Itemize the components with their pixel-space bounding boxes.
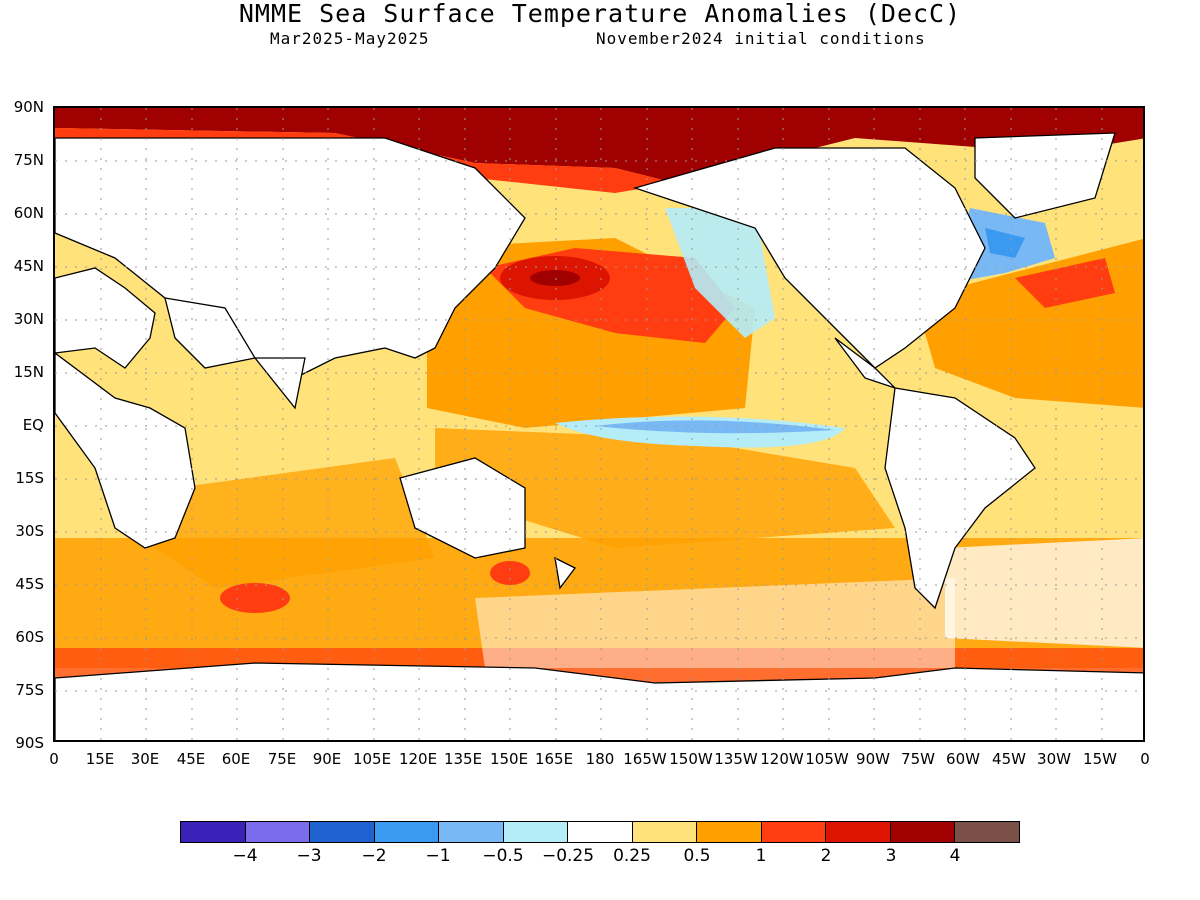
lon-label-150e: 150E bbox=[489, 750, 529, 768]
lat-label-75n: 75N bbox=[13, 151, 44, 169]
new-zealand-land bbox=[554, 556, 576, 590]
africa-land bbox=[55, 352, 196, 549]
north-america-land bbox=[632, 147, 986, 369]
colorbar-swatch bbox=[568, 822, 633, 842]
north-atlantic-hot-patch bbox=[1015, 258, 1115, 308]
equatorial-pacific-cold-core bbox=[595, 420, 835, 434]
arctic-hot-strip bbox=[55, 108, 1143, 183]
south-indian-hot-patch bbox=[220, 583, 290, 613]
colorbar-label: −1 bbox=[425, 846, 451, 866]
colorbar-swatch bbox=[374, 822, 440, 842]
northeast-pacific-cool-zone bbox=[665, 208, 775, 338]
lat-label-15s: 15S bbox=[15, 469, 44, 487]
period-label: Mar2025-May2025 bbox=[270, 29, 430, 48]
colorbar-swatch bbox=[181, 822, 246, 842]
colorbar-label: 4 bbox=[949, 846, 961, 866]
lon-label-30e: 30E bbox=[130, 750, 160, 768]
colorbar-label: −0.25 bbox=[541, 846, 595, 866]
eurasia-land bbox=[55, 137, 526, 379]
south-pacific-neutral-zone bbox=[475, 578, 955, 668]
lon-label-165w: 165W bbox=[623, 750, 667, 768]
lat-label-30s: 30S bbox=[15, 522, 44, 540]
kuroshio-extreme-core bbox=[530, 270, 580, 286]
lon-label-15w: 15W bbox=[1083, 750, 1117, 768]
lon-label-150w: 150W bbox=[669, 750, 713, 768]
colorbar-swatch bbox=[245, 822, 311, 842]
colorbar-swatch bbox=[697, 822, 762, 842]
lon-label-90w: 90W bbox=[856, 750, 890, 768]
lon-label-105e: 105E bbox=[352, 750, 392, 768]
lat-label-90s: 90S bbox=[15, 734, 44, 752]
lat-label-45s: 45S bbox=[15, 575, 44, 593]
lat-label-15n: 15N bbox=[13, 363, 44, 381]
colorbar bbox=[180, 821, 1020, 843]
lon-label-120w: 120W bbox=[760, 750, 804, 768]
lon-label-0: 0 bbox=[49, 750, 59, 768]
tasman-hot-patch bbox=[490, 561, 530, 585]
lat-label-45n: 45N bbox=[13, 257, 44, 275]
lon-label-75e: 75E bbox=[267, 750, 297, 768]
lon-label-75w: 75W bbox=[901, 750, 935, 768]
colorbar-label: −0.5 bbox=[482, 846, 524, 866]
lat-label-90n: 90N bbox=[13, 98, 44, 116]
south-america-land bbox=[884, 387, 1036, 610]
sst-anomaly-map bbox=[53, 106, 1145, 742]
colorbar-swatch bbox=[955, 822, 1019, 842]
south-pacific-warm-zone bbox=[435, 428, 895, 548]
map-title: NMME Sea Surface Temperature Anomalies (… bbox=[238, 0, 962, 28]
lon-label-15e: 15E bbox=[85, 750, 115, 768]
lat-label-60n: 60N bbox=[13, 204, 44, 222]
lat-label-60s: 60S bbox=[15, 628, 44, 646]
india-land bbox=[253, 357, 306, 410]
greenland-land bbox=[974, 132, 1116, 219]
colorbar-swatch bbox=[761, 822, 827, 842]
australia-land bbox=[399, 457, 526, 559]
colorbar-label: 0.25 bbox=[613, 846, 651, 866]
lon-label-165e: 165E bbox=[534, 750, 574, 768]
initial-conditions-label: November2024 initial conditions bbox=[596, 29, 926, 48]
indian-ocean-warm-zone bbox=[155, 458, 435, 588]
colorbar-swatch bbox=[310, 822, 375, 842]
lat-label-30n: 30N bbox=[13, 310, 44, 328]
lon-label-105w: 105W bbox=[805, 750, 849, 768]
lon-label-45e: 45E bbox=[176, 750, 206, 768]
lon-label-30w: 30W bbox=[1037, 750, 1071, 768]
sst-anomaly-field bbox=[55, 108, 1143, 740]
arabia-land bbox=[164, 297, 257, 369]
colorbar-swatch bbox=[826, 822, 891, 842]
lon-label-0-end: 0 bbox=[1140, 750, 1150, 768]
lon-label-180: 180 bbox=[585, 750, 615, 768]
colorbar-label: 0.5 bbox=[683, 846, 711, 866]
lon-label-45w: 45W bbox=[992, 750, 1026, 768]
colorbar-label: −3 bbox=[296, 846, 322, 866]
colorbar-swatch bbox=[890, 822, 956, 842]
antarctica-land bbox=[55, 662, 1143, 740]
colorbar-swatch bbox=[632, 822, 698, 842]
colorbar-swatch bbox=[503, 822, 569, 842]
colorbar-label: 3 bbox=[885, 846, 897, 866]
lon-label-120e: 120E bbox=[398, 750, 438, 768]
lon-label-135e: 135E bbox=[443, 750, 483, 768]
colorbar-label: 1 bbox=[755, 846, 767, 866]
colorbar-swatch bbox=[439, 822, 504, 842]
colorbar-label: 2 bbox=[820, 846, 832, 866]
lon-label-60e: 60E bbox=[221, 750, 251, 768]
labrador-sea-cold-core bbox=[985, 228, 1025, 258]
continents bbox=[55, 132, 1143, 740]
africa-north-land bbox=[55, 267, 156, 369]
colorbar-label: −4 bbox=[232, 846, 258, 866]
colorbar-label: −2 bbox=[361, 846, 387, 866]
graticule bbox=[55, 108, 1143, 740]
lon-label-90e: 90E bbox=[312, 750, 342, 768]
lon-label-60w: 60W bbox=[946, 750, 980, 768]
lat-label-eq: EQ bbox=[22, 416, 44, 434]
lon-label-135w: 135W bbox=[714, 750, 758, 768]
lat-label-75s: 75S bbox=[15, 681, 44, 699]
south-atlantic-neutral-zone bbox=[945, 538, 1143, 648]
